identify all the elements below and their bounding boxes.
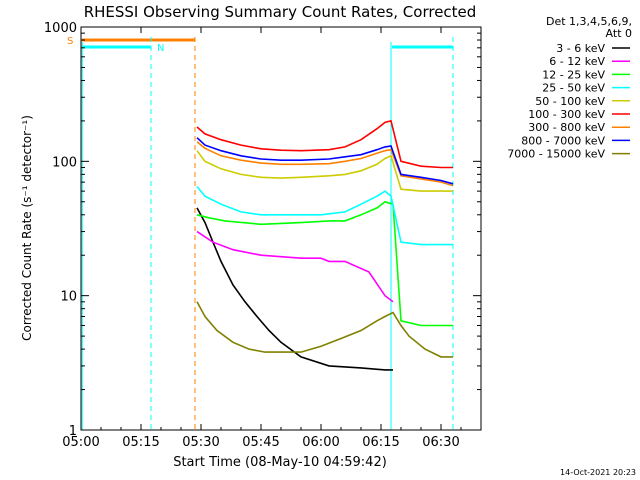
x-tick-label: 05:15 bbox=[122, 435, 159, 450]
legend-label: 800 - 7000 keV bbox=[521, 134, 605, 147]
y-tick-label: 100 bbox=[52, 155, 77, 170]
y-axis-ticks: 1 10 100 1000 bbox=[44, 21, 481, 439]
flag-label: S bbox=[67, 36, 73, 47]
series-lines bbox=[196, 119, 454, 371]
detector-info-line1: Det 1,3,4,5,6,9, bbox=[546, 15, 632, 28]
legend-label: 300 - 800 keV bbox=[528, 121, 605, 134]
chart-title: RHESSI Observing Summary Count Rates, Co… bbox=[84, 3, 477, 21]
legend-label: 3 - 6 keV bbox=[556, 42, 605, 55]
series-line bbox=[196, 141, 454, 187]
x-tick-label: 06:15 bbox=[362, 435, 399, 450]
flag-label: N bbox=[157, 43, 164, 54]
series-line bbox=[196, 119, 453, 169]
timestamp: 14-Oct-2021 20:23 bbox=[560, 468, 636, 477]
y-tick-label: 1 bbox=[69, 424, 77, 439]
series-line bbox=[196, 200, 453, 327]
series-line bbox=[196, 207, 393, 371]
x-axis-label: Start Time (08-May-10 04:59:42) bbox=[173, 455, 387, 470]
x-tick-label: 06:30 bbox=[422, 435, 459, 450]
series-line bbox=[196, 230, 394, 303]
y-tick-label: 10 bbox=[60, 290, 77, 305]
y-tick-label: 1000 bbox=[44, 21, 77, 36]
series-line bbox=[196, 185, 453, 246]
series-line bbox=[196, 301, 453, 358]
x-tick-label: 05:30 bbox=[182, 435, 219, 450]
legend-label: 7000 - 15000 keV bbox=[507, 148, 605, 161]
flag-boundary-lines bbox=[81, 37, 454, 430]
x-axis-ticks: 05:00 05:15 05:30 05:45 06:00 06:15 06:30 bbox=[62, 27, 482, 450]
legend-label: 25 - 50 keV bbox=[542, 82, 605, 95]
series-line bbox=[196, 137, 454, 185]
x-tick-label: 05:00 bbox=[62, 435, 99, 450]
x-tick-label: 05:45 bbox=[242, 435, 279, 450]
series-line bbox=[196, 150, 453, 192]
legend-label: 100 - 300 keV bbox=[528, 108, 605, 121]
legend-label: 6 - 12 keV bbox=[549, 55, 605, 68]
legend-label: 50 - 100 keV bbox=[535, 95, 605, 108]
detector-info-line2: Att 0 bbox=[606, 27, 632, 40]
y-axis-label: Corrected Count Rate (s⁻¹ detector⁻¹) bbox=[20, 115, 34, 341]
time-flags: SN bbox=[67, 36, 453, 54]
plot-frame bbox=[80, 26, 482, 431]
x-tick-label: 06:00 bbox=[302, 435, 339, 450]
legend-label: 12 - 25 keV bbox=[542, 68, 605, 81]
